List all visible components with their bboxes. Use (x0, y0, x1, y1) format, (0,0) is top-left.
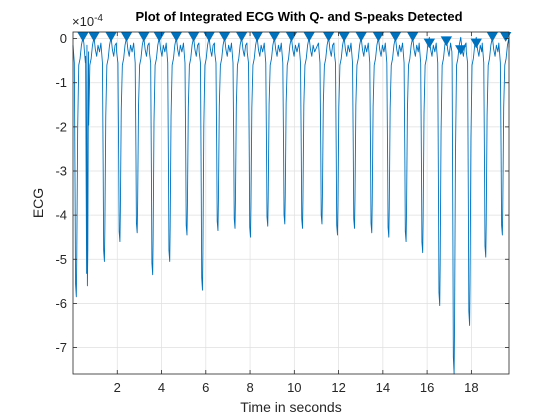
peak-marker (470, 38, 482, 49)
peak-marker (423, 38, 436, 49)
grid-lines (73, 32, 509, 374)
peak-marker (338, 32, 350, 42)
peak-marker (153, 32, 166, 42)
peak-marker (322, 32, 335, 42)
peak-marker (268, 32, 281, 42)
peak-marker (440, 36, 453, 47)
peak-markers (77, 32, 512, 55)
x-axis-label: Time in seconds (240, 399, 341, 415)
y-tick-label: -2 (55, 119, 67, 134)
x-tick-label: 12 (331, 380, 345, 395)
peak-marker (251, 32, 263, 42)
peak-marker (138, 32, 150, 42)
peak-marker (203, 32, 215, 42)
peak-marker (455, 45, 467, 55)
x-tick-label: 4 (158, 380, 165, 395)
y-exponent-base: ×10 (72, 14, 94, 29)
peak-marker (303, 32, 315, 42)
peak-marker (499, 32, 512, 42)
x-tick-label: 6 (202, 380, 209, 395)
y-tick-label: -5 (55, 252, 67, 267)
peak-marker (187, 32, 200, 42)
peak-marker (170, 32, 183, 42)
peak-marker (389, 32, 402, 42)
y-tick-label: -7 (55, 340, 67, 355)
y-exponent-power: -4 (94, 13, 103, 24)
y-tick-label: -1 (55, 75, 67, 90)
plot-frame (72, 31, 510, 375)
peak-marker (372, 32, 385, 42)
y-tick-label: -6 (55, 296, 67, 311)
peak-marker (235, 32, 248, 42)
x-tick-label: 10 (287, 380, 301, 395)
x-tick-label: 14 (376, 380, 390, 395)
y-tick-label: 0 (60, 31, 67, 46)
y-axis-label: ECG (30, 188, 46, 218)
peak-marker (355, 32, 367, 42)
y-axis-exponent: ×10-4 (72, 13, 103, 29)
x-tick-label: 8 (246, 380, 253, 395)
chart-title: Plot of Integrated ECG With Q- and S-pea… (135, 9, 462, 24)
x-tick-label: 2 (114, 380, 121, 395)
axis-ticks: 2 4 6 8 10 12 14 16 18 0 -1 -2 -3 -4 -5 -6 -7 (55, 31, 509, 395)
x-tick-label: 16 (420, 380, 434, 395)
peak-marker (88, 32, 100, 42)
ecg-series-line (72, 36, 510, 375)
peak-marker (120, 32, 133, 42)
ecg-trace (72, 36, 510, 375)
y-tick-label: -4 (55, 208, 67, 223)
x-tick-label: 18 (464, 380, 478, 395)
peak-marker (407, 32, 419, 42)
peak-marker (105, 32, 117, 42)
peak-marker (486, 32, 499, 42)
peak-marker (285, 32, 298, 42)
y-tick-label: -3 (55, 164, 67, 179)
peak-marker (77, 32, 89, 42)
peak-marker (218, 32, 231, 42)
